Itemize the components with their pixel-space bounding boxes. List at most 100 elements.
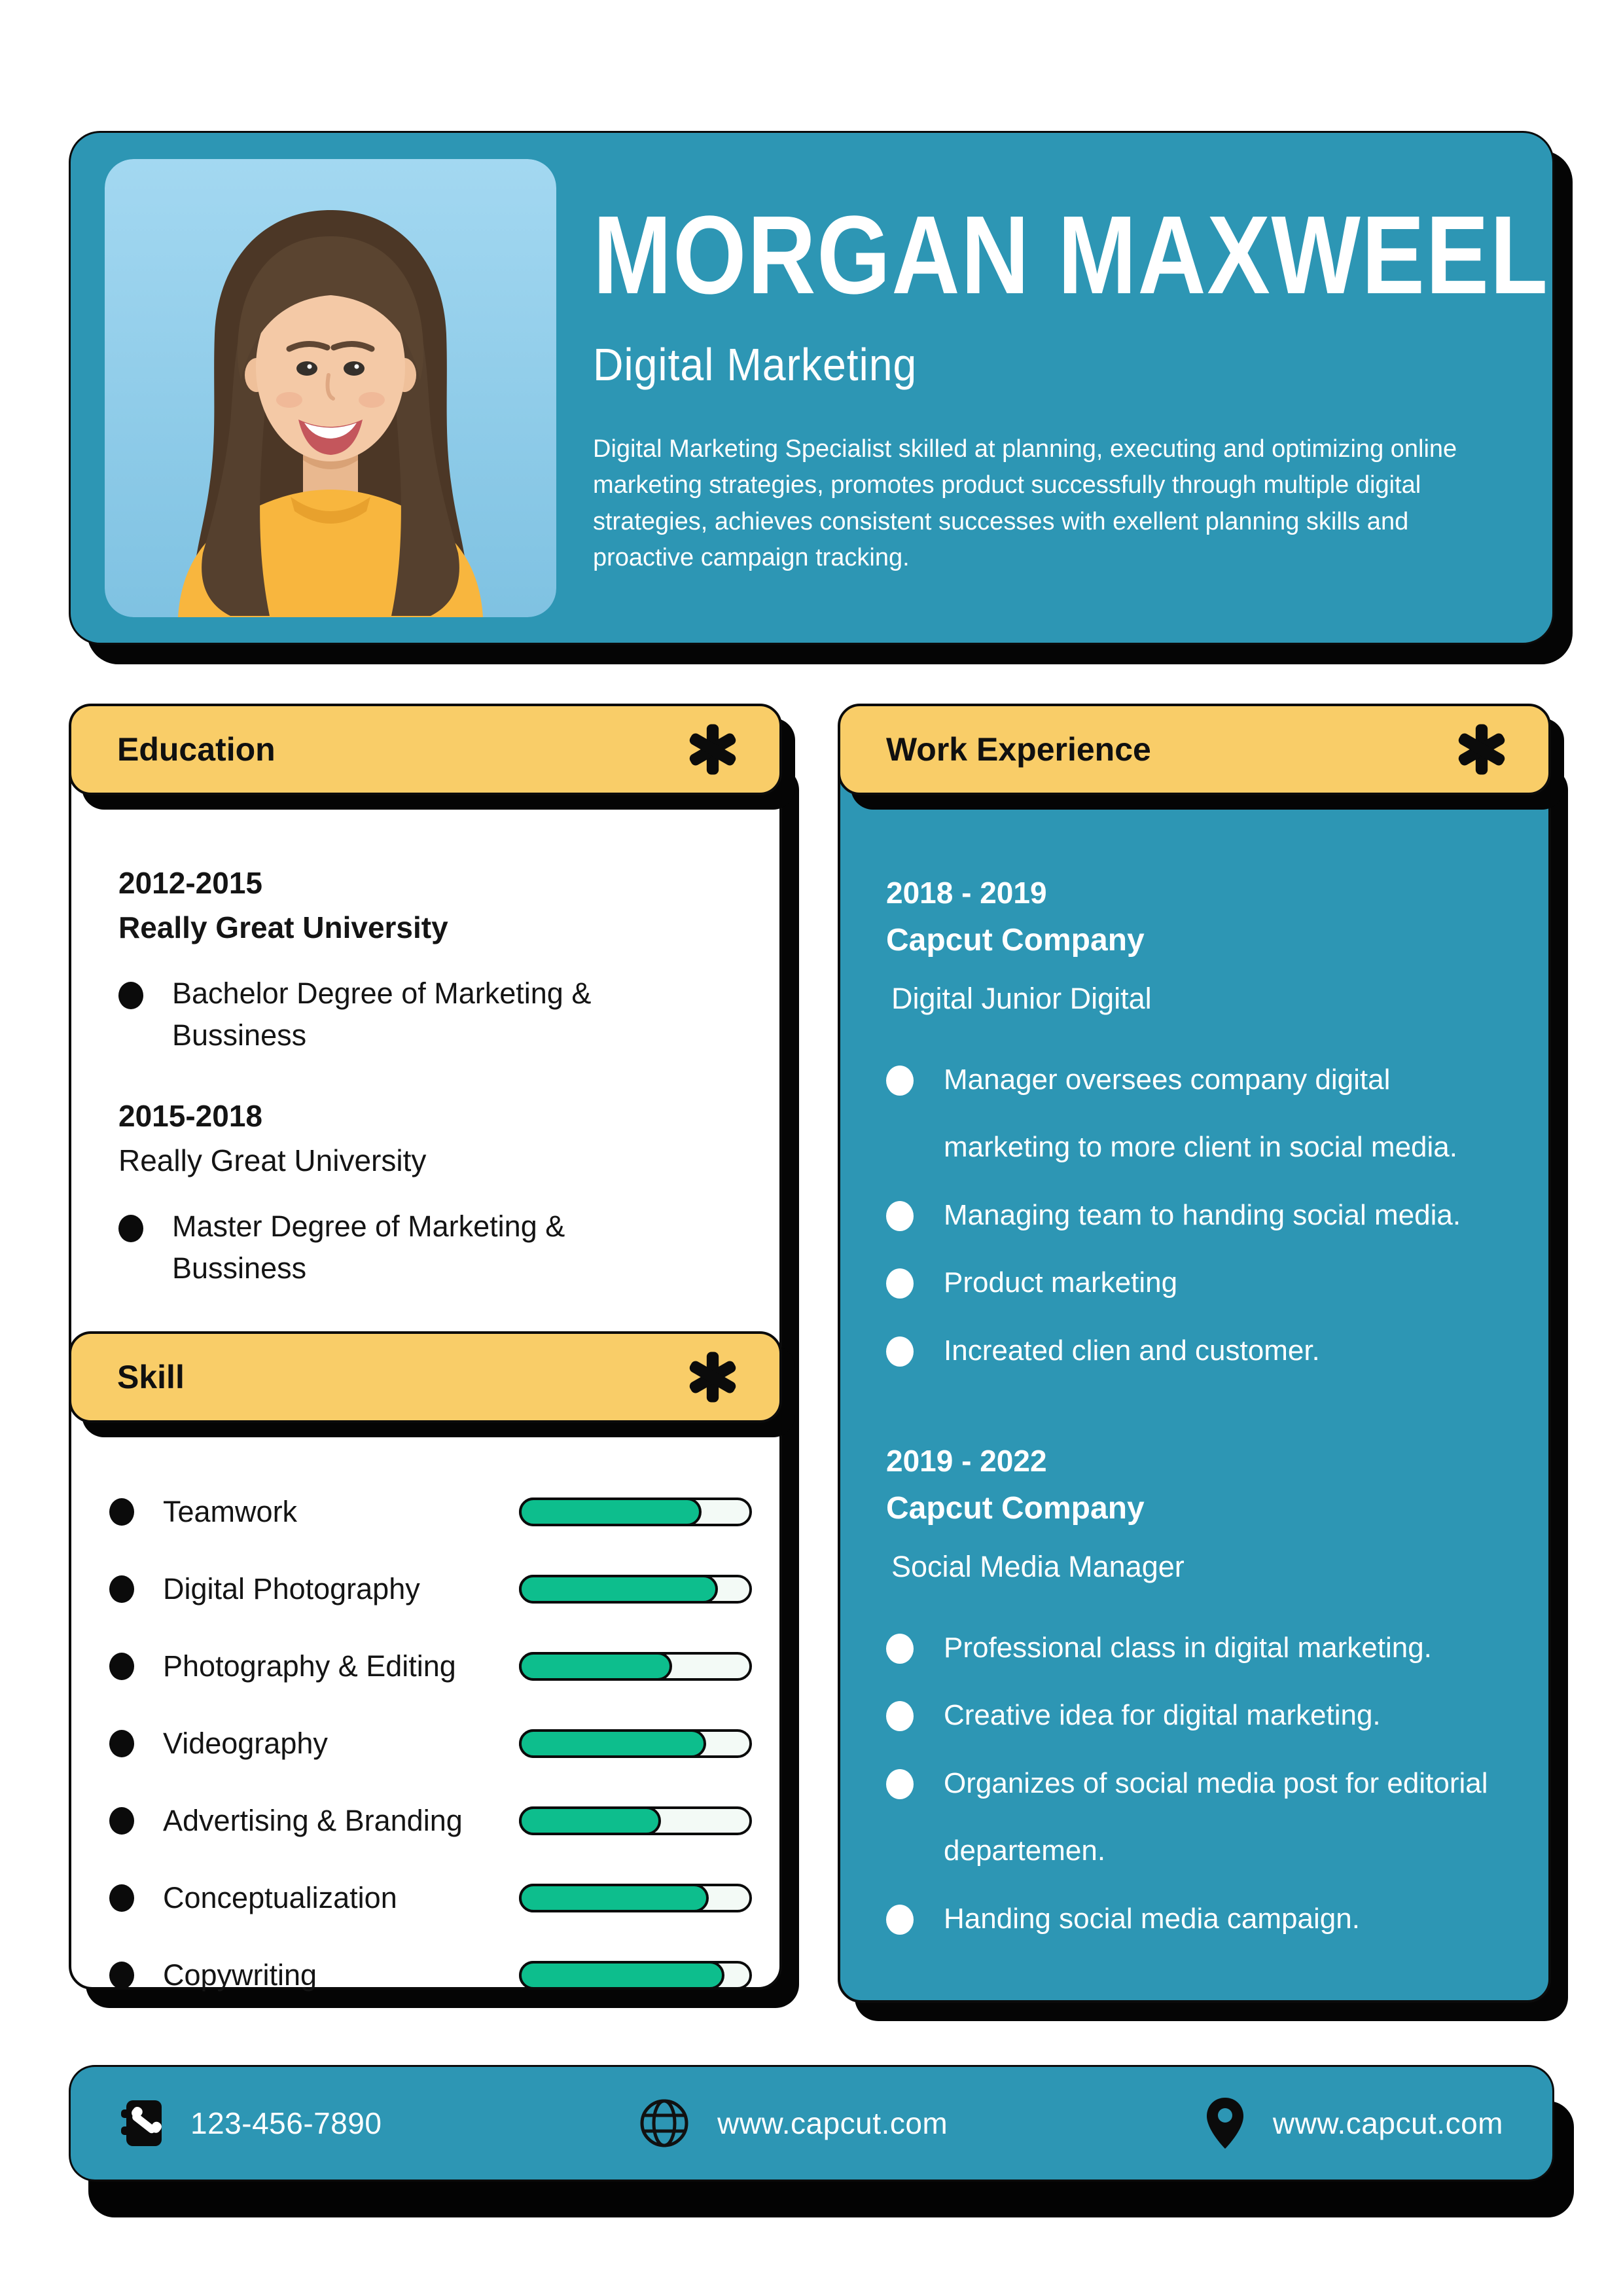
job-point-text: Professional class in digital marketing. [944,1631,1432,1664]
education-degree: Bachelor Degree of Marketing & Bussiness [172,977,592,1052]
job-point-text: Organizes of social media post for edito… [944,1767,1488,1867]
job-role: Social Media Manager [891,1549,1185,1583]
skill-row: Videography [109,1727,756,1761]
job-point: Handing social media campaign. [886,1885,1512,1952]
education-section-header: Education [69,704,782,795]
education-degree-row: Bachelor Degree of Marketing & Bussiness [118,973,756,1056]
education-item: 2012-2015 Really Great University Bachel… [109,865,756,1056]
education-and-skill-body: 2012-2015 Really Great University Bachel… [69,748,782,1992]
bullet-icon [886,1904,914,1935]
bullet-icon [886,1701,914,1732]
skill-label: Teamwork [163,1494,298,1528]
education-title: Education [117,731,276,768]
skill-progress-fill [519,1651,673,1681]
job-point-text: Increated clien and customer. [944,1334,1320,1367]
job-point: Manager oversees company digital marketi… [886,1046,1512,1181]
job-years: 2019 - 2022 [886,1443,1047,1478]
skill-section-header: Skill [69,1331,782,1423]
job-entry: 2019 - 2022 Capcut Company Social Media … [886,1443,1512,1952]
education-years: 2012-2015 [118,866,262,900]
work-title: Work Experience [886,731,1151,768]
phone-number[interactable]: 123-456-7890 [190,2106,382,2140]
skill-label: Digital Photography [163,1571,420,1605]
job-entry: 2018 - 2019 Capcut Company Digital Junio… [886,875,1512,1384]
bullet-icon [109,1806,134,1835]
bullet-icon [109,1575,134,1603]
skill-progress-fill [519,1729,707,1758]
education-item: 2015-2018 Really Great University Master… [109,1098,756,1289]
job-point-text: Handing social media campaign. [944,1902,1360,1935]
skill-row: Digital Photography [109,1572,756,1606]
skill-row: Teamwork [109,1495,756,1529]
job-point: Professional class in digital marketing. [886,1614,1512,1681]
job-role: Digital Junior Digital [891,982,1152,1015]
website-url[interactable]: www.capcut.com [717,2106,948,2140]
job-point-text: Manager oversees company digital marketi… [944,1064,1457,1164]
asterisk-icon [689,724,736,775]
bullet-icon [886,1268,914,1299]
person-title: Digital Marketing [593,338,918,390]
location-pin-icon [1206,2098,1243,2149]
left-column: Education 2012-2015 Really Great Univers… [69,704,782,1992]
skill-progress-bar [519,1883,752,1912]
bullet-icon [109,1498,134,1526]
bullet-icon [118,982,143,1009]
bullet-icon [886,1768,914,1799]
education-degree-row: Master Degree of Marketing & Bussiness [118,1206,756,1289]
education-degree: Master Degree of Marketing & Bussiness [172,1209,565,1285]
skill-row: Advertising & Branding [109,1804,756,1838]
education-school: Really Great University [118,1143,427,1177]
bullet-icon [886,1336,914,1367]
bullet-icon [109,1884,134,1912]
contact-phone: 123-456-7890 [120,2099,382,2147]
profile-photo [105,158,556,617]
education-years: 2015-2018 [118,1098,262,1133]
bullet-icon [109,1729,134,1757]
education-items: 2012-2015 Really Great University Bachel… [109,865,756,1289]
skill-progress-bar [519,1806,752,1835]
job-point: Managing team to handing social media. [886,1181,1512,1249]
skill-row: Copywriting [109,1958,756,1992]
skill-progress-fill [519,1883,709,1912]
bullet-icon [886,1200,914,1231]
contact-bar: 123-456-7890 www.capcut.com www.capcut.c… [69,2065,1554,2181]
location-text[interactable]: www.capcut.com [1272,2106,1503,2140]
job-list: 2018 - 2019 Capcut Company Digital Junio… [886,875,1512,1952]
skill-label: Copywriting [163,1958,317,1992]
skill-progress-bar [519,1497,752,1526]
person-name: MORGAN MAXWEEL [593,192,1549,317]
work-section-header: Work Experience [838,704,1551,795]
job-points: Manager oversees company digital marketi… [886,1046,1512,1384]
job-company: Capcut Company [886,923,1145,958]
job-point-text: Managing team to handing social media. [944,1198,1461,1231]
skill-list: Teamwork Digital Photography Photography… [109,1495,756,1992]
hero-text-block: MORGAN MAXWEEL Digital Marketing Digital… [556,200,1623,577]
job-point-text: Creative idea for digital marketing. [944,1699,1381,1732]
bullet-icon [886,1066,914,1096]
bullet-icon [886,1633,914,1664]
skill-progress-bar [519,1651,752,1681]
skill-progress-bar [519,1574,752,1604]
job-points: Professional class in digital marketing.… [886,1614,1512,1952]
skill-progress-fill [519,1960,725,1990]
job-point-text: Product marketing [944,1266,1178,1299]
globe-icon [640,2099,688,2147]
skill-label: Conceptualization [163,1880,397,1914]
contact-location: www.capcut.com [1205,2096,1503,2150]
skill-label: Videography [163,1726,328,1760]
job-point: Increated clien and customer. [886,1317,1512,1384]
portrait-illustration [105,158,556,617]
skill-progress-fill [519,1806,661,1835]
education-school: Really Great University [118,910,448,944]
job-point: Product marketing [886,1249,1512,1316]
job-point: Organizes of social media post for edito… [886,1749,1512,1885]
skill-label: Advertising & Branding [163,1803,463,1837]
skill-row: Photography & Editing [109,1649,756,1683]
bullet-icon [109,1652,134,1680]
profile-summary: Digital Marketing Specialist skilled at … [593,435,1457,571]
job-years: 2018 - 2019 [886,876,1047,910]
asterisk-icon [689,1352,736,1403]
contact-website: www.capcut.com [639,2098,948,2149]
asterisk-icon [1458,724,1505,775]
